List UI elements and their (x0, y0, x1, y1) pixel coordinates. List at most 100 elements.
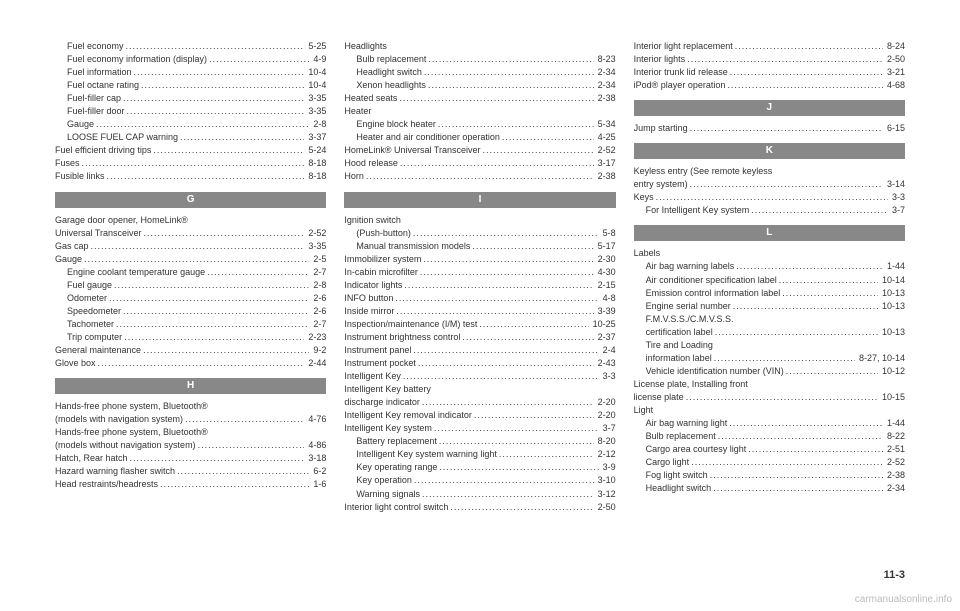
leader-dots (114, 279, 309, 292)
entry-label: Headlights (344, 40, 387, 53)
entry-page: 9-2 (311, 344, 326, 357)
leader-dots (779, 274, 878, 287)
leader-dots (134, 66, 305, 79)
entry-label: (models without navigation system) (55, 439, 196, 452)
entry-label: Hood release (344, 157, 398, 170)
index-entry: LOOSE FUEL CAP warning3-37 (55, 131, 326, 144)
leader-dots (177, 465, 309, 478)
entry-label: Inspection/maintenance (I/M) test (344, 318, 477, 331)
entry-page: 2-20 (596, 409, 616, 422)
entry-label: Cargo light (646, 456, 690, 469)
entry-page: 2-8 (311, 279, 326, 292)
index-entry: Fuel economy5-25 (55, 40, 326, 53)
entry-label: Headlight switch (646, 482, 712, 495)
leader-dots (422, 488, 594, 501)
index-entry: Manual transmission models5-17 (344, 240, 615, 253)
entry-label: Labels (634, 247, 661, 260)
leader-dots (786, 365, 878, 378)
entry-page: 10-15 (880, 391, 905, 404)
entry-label: Tachometer (67, 318, 114, 331)
entry-page: 5-8 (601, 227, 616, 240)
leader-dots (143, 344, 309, 357)
entry-label: Gauge (55, 253, 82, 266)
entry-label: Universal Transceiver (55, 227, 142, 240)
index-entry: Gauge2-8 (55, 118, 326, 131)
index-entry: Fuel-filler door3-35 (55, 105, 326, 118)
leader-dots (418, 357, 594, 370)
index-entry: Xenon headlights2-34 (344, 79, 615, 92)
index-entry: INFO button4-8 (344, 292, 615, 305)
index-entry: Keys 3-3 (634, 191, 905, 204)
entry-page: 3-3 (890, 191, 905, 204)
index-entry: F.M.V.S.S./C.M.V.S.S. (634, 313, 905, 326)
entry-page: 10-25 (591, 318, 616, 331)
entry-label: Keys (634, 191, 654, 204)
leader-dots (748, 443, 883, 456)
leader-dots (123, 305, 309, 318)
entry-label: Fuel-filler cap (67, 92, 121, 105)
entry-label: Air bag warning light (646, 417, 728, 430)
index-entry: Warning signals3-12 (344, 488, 615, 501)
leader-dots (207, 266, 309, 279)
leader-dots (450, 501, 593, 514)
leader-dots (686, 391, 878, 404)
leader-dots (414, 474, 594, 487)
section-header: L (634, 225, 905, 241)
entry-label: Jump starting (634, 122, 688, 135)
entry-page: 3-9 (601, 461, 616, 474)
index-entry: Indicator lights2-15 (344, 279, 615, 292)
entry-label: Heater and air conditioner operation (356, 131, 500, 144)
entry-page: 2-23 (306, 331, 326, 344)
index-entry: Fuel gauge2-8 (55, 279, 326, 292)
leader-dots (107, 170, 305, 183)
index-entry: Hands-free phone system, Bluetooth® (55, 426, 326, 439)
entry-label: Manual transmission models (356, 240, 470, 253)
entry-page: 2-15 (596, 279, 616, 292)
index-entry: Labels (634, 247, 905, 260)
entry-label: Interior trunk lid release (634, 66, 728, 79)
entry-page: 2-34 (596, 66, 616, 79)
index-entry: Engine coolant temperature gauge2-7 (55, 266, 326, 279)
entry-label: certification label (646, 326, 713, 339)
index-entry: General maintenance9-2 (55, 344, 326, 357)
index-entry: For Intelligent Key system3-7 (634, 204, 905, 217)
leader-dots (123, 92, 304, 105)
index-entry: Key operation3-10 (344, 474, 615, 487)
leader-dots (727, 79, 883, 92)
entry-label: Gauge (67, 118, 94, 131)
entry-label: Fuel efficient driving tips (55, 144, 151, 157)
leader-dots (483, 144, 594, 157)
entry-page: 2-6 (311, 292, 326, 305)
leader-dots (82, 157, 305, 170)
entry-label: Hazard warning flasher switch (55, 465, 175, 478)
index-entry: Engine block heater5-34 (344, 118, 615, 131)
index-entry: Fuel efficient driving tips5-24 (55, 144, 326, 157)
index-entry: Fuel information10-4 (55, 66, 326, 79)
index-entry: Hands-free phone system, Bluetooth® (55, 400, 326, 413)
entry-page: 4-8 (601, 292, 616, 305)
leader-dots (730, 66, 883, 79)
index-entry: Air conditioner specification label10-14 (634, 274, 905, 287)
index-entry: Headlight switch2-34 (344, 66, 615, 79)
leader-dots (180, 131, 304, 144)
entry-page: 6-15 (885, 122, 905, 135)
index-entry: HomeLink® Universal Transceiver2-52 (344, 144, 615, 157)
entry-label: Heater (344, 105, 371, 118)
index-col-2: HeadlightsBulb replacement8-23Headlight … (344, 40, 615, 514)
entry-label: Hatch, Rear hatch (55, 452, 128, 465)
index-entry: Trip computer2-23 (55, 331, 326, 344)
leader-dots (735, 40, 883, 53)
entry-page: 2-52 (596, 144, 616, 157)
index-entry: Instrument brightness control2-37 (344, 331, 615, 344)
entry-page: 2-4 (601, 344, 616, 357)
entry-page: 6-2 (311, 465, 326, 478)
leader-dots (84, 253, 309, 266)
index-entry: Light (634, 404, 905, 417)
leader-dots (424, 66, 594, 79)
entry-label: Intelligent Key (344, 370, 401, 383)
index-entry: Odometer2-6 (55, 292, 326, 305)
entry-label: Key operating range (356, 461, 437, 474)
index-entry: Battery replacement8-20 (344, 435, 615, 448)
entry-page: 2-30 (596, 253, 616, 266)
entry-page: 8-27, 10-14 (857, 352, 905, 365)
